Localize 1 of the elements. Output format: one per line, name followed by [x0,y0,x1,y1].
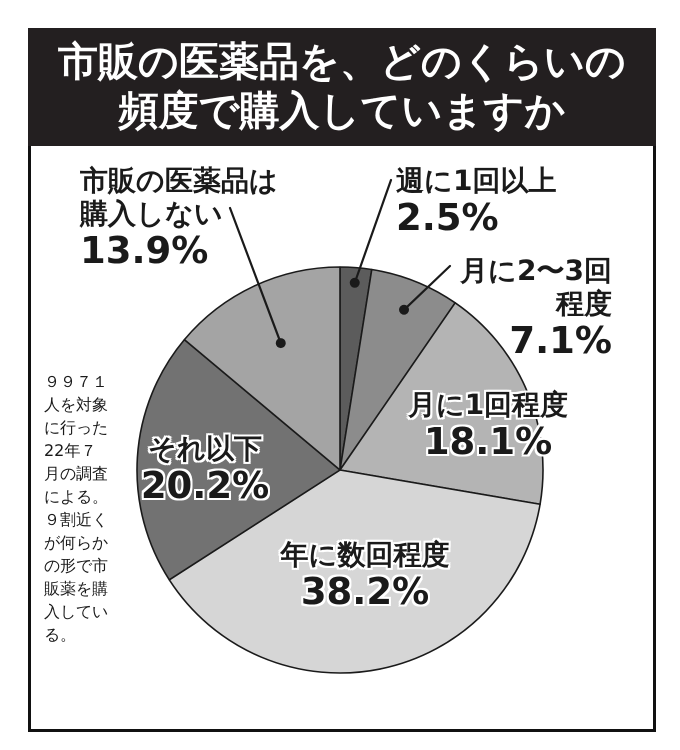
title: 市販の医薬品を、どのくらいの頻度で購入していますか [57,38,627,136]
